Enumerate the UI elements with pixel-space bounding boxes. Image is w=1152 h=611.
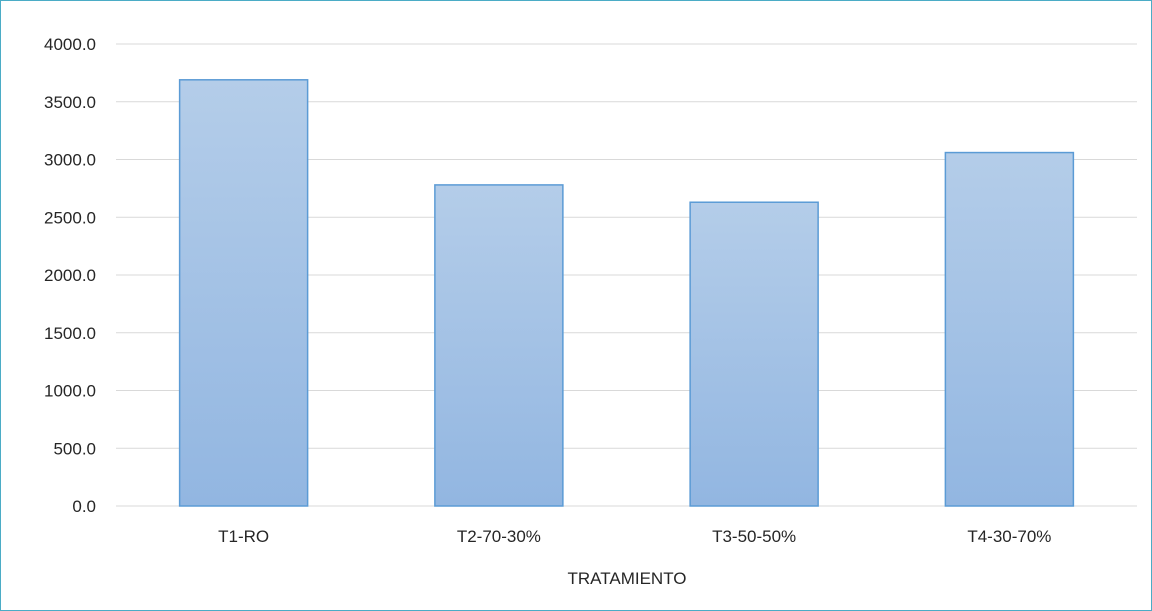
y-tick-label: 0.0 xyxy=(72,497,96,516)
x-category-label: T4-30-70% xyxy=(967,527,1051,546)
y-tick-label: 500.0 xyxy=(53,439,96,458)
x-category-label: T2-70-30% xyxy=(457,527,541,546)
x-category-label: T3-50-50% xyxy=(712,527,796,546)
bar-t1-ro xyxy=(178,79,309,507)
y-tick-label: 3500.0 xyxy=(44,93,96,112)
y-tick-label: 4000.0 xyxy=(44,35,96,54)
y-tick-label: 2000.0 xyxy=(44,266,96,285)
y-tick-label: 2500.0 xyxy=(44,208,96,227)
bars xyxy=(178,79,1075,507)
bar-t4-30-70- xyxy=(944,151,1075,507)
y-tick-label: 3000.0 xyxy=(44,151,96,170)
x-axis-category-labels: T1-RO T2-70-30% T3-50-50% T4-30-70% xyxy=(218,527,1051,546)
y-tick-label: 1000.0 xyxy=(44,382,96,401)
x-axis-title: TRATAMIENTO xyxy=(568,569,687,588)
y-axis-tick-labels: 0.0 500.0 1000.0 1500.0 2000.0 2500.0 3000.0 35… xyxy=(44,35,96,516)
x-category-label: T1-RO xyxy=(218,527,269,546)
bar-t2-70-30- xyxy=(434,184,564,507)
bar-t3-50-50- xyxy=(689,201,819,507)
y-tick-label: 1500.0 xyxy=(44,324,96,343)
